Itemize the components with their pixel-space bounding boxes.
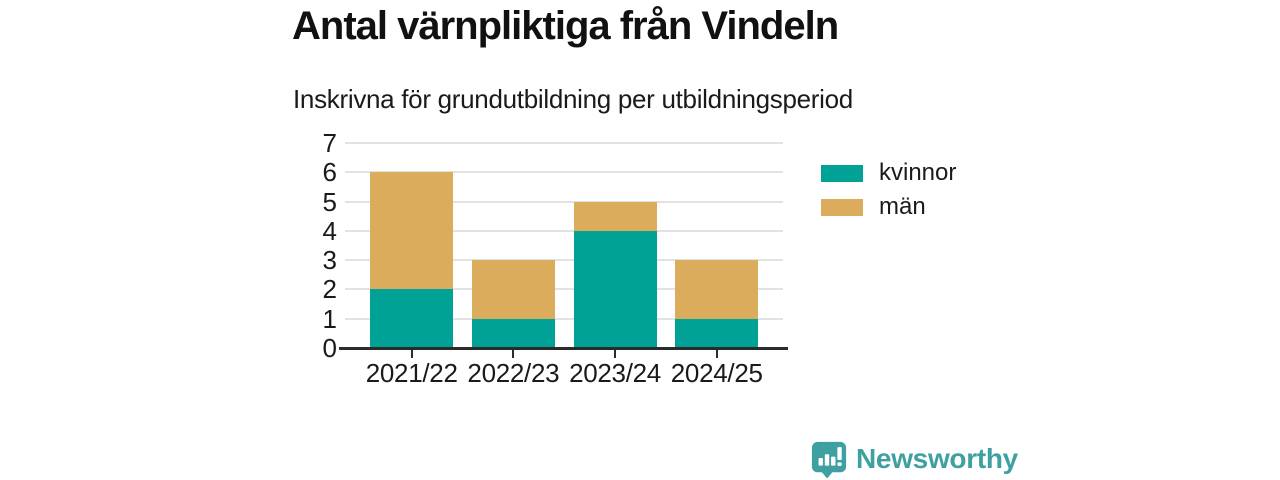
x-axis-tick-label: 2022/23 — [467, 358, 560, 388]
gridline — [345, 259, 783, 262]
gridline — [345, 288, 783, 291]
x-axis-tick — [410, 350, 413, 358]
legend-swatch-man — [821, 198, 863, 216]
x-axis-line — [339, 347, 788, 350]
legend-label-kvinnor: kvinnor — [879, 159, 957, 186]
y-axis-tick-label: 0 — [322, 333, 337, 363]
bar-segment-man — [675, 260, 759, 319]
y-axis-tick-label: 1 — [322, 303, 337, 334]
bar-segment-kvinnor — [370, 289, 454, 348]
chart-subtitle: Inskrivna för grundutbildning per utbild… — [293, 84, 853, 114]
bar-segment-kvinnor — [471, 318, 555, 348]
y-axis-tick-label: 4 — [322, 215, 337, 246]
bar-segment-man — [370, 172, 454, 290]
gridline — [345, 171, 783, 174]
x-axis-tick-label: 2024/25 — [670, 358, 763, 388]
y-axis-tick-label: 7 — [322, 128, 337, 158]
gridline — [345, 142, 783, 144]
x-axis-tick — [512, 350, 515, 358]
x-axis-tick — [614, 350, 617, 358]
bar-segment-man — [573, 201, 657, 231]
bar-segment-man — [471, 260, 555, 319]
chart-title: Antal värnpliktiga från Vindeln — [292, 4, 839, 48]
chart-legend: kvinnor män — [821, 159, 957, 220]
y-axis-tick-label: 2 — [322, 274, 337, 305]
legend-item-man: män — [821, 193, 956, 220]
newsworthy-brand: Newsworthy — [810, 440, 1018, 478]
x-axis-tick-label: 2021/22 — [365, 358, 458, 388]
x-axis-tick-label: 2023/24 — [569, 358, 661, 388]
y-axis-tick-label: 6 — [322, 157, 337, 188]
y-axis-tick-label: 3 — [322, 245, 337, 276]
gridline — [345, 229, 783, 232]
legend-swatch-kvinnor — [821, 164, 863, 182]
newsworthy-brand-text: Newsworthy — [856, 443, 1018, 474]
gridline — [345, 200, 783, 203]
y-axis-tick-label: 5 — [322, 186, 337, 217]
legend-item-kvinnor: kvinnor — [821, 159, 957, 186]
gridline — [345, 317, 783, 320]
legend-label-man: män — [879, 193, 926, 220]
bar-segment-kvinnor — [675, 318, 759, 348]
newsworthy-logo-icon — [811, 441, 847, 478]
x-axis-tick — [715, 350, 718, 358]
bar-segment-kvinnor — [573, 230, 657, 348]
